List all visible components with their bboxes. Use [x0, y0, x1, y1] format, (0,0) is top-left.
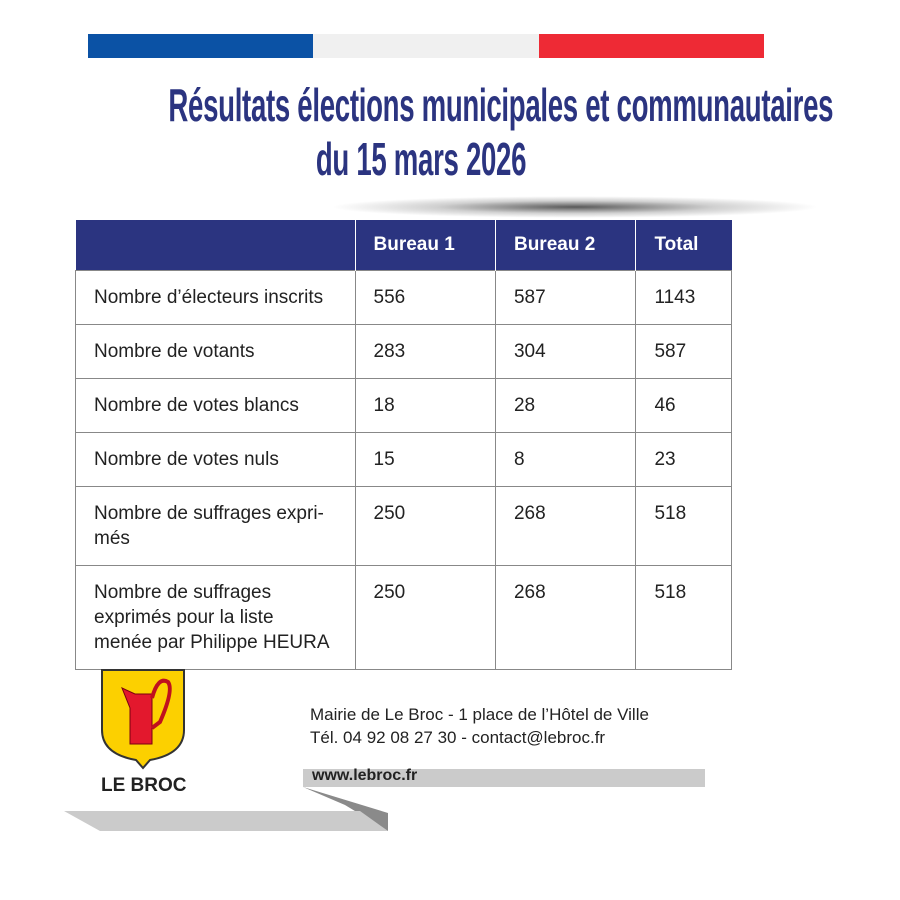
column-header: Bureau 1 [354, 220, 496, 271]
flag-white [313, 34, 539, 58]
table-row: Nombre de votes blancs 18 28 46 [75, 378, 732, 433]
row-label: Nombre de votes blancs [75, 378, 356, 433]
cell-value: 268 [494, 486, 637, 566]
cell-value: 23 [635, 432, 732, 487]
column-header: Total [635, 220, 732, 271]
row-label: Nombre d’électeurs inscrits [75, 270, 356, 325]
decorative-ribbon [64, 787, 388, 831]
cell-value: 587 [494, 270, 637, 325]
table-row: Nombre de suffrages exprimés pour la lis… [75, 565, 732, 670]
cell-value: 8 [494, 432, 637, 487]
tricolor-banner [88, 34, 764, 58]
table-row: Nombre de votes nuls 15 8 23 [75, 432, 732, 487]
cell-value: 556 [354, 270, 496, 325]
flag-red [538, 34, 764, 58]
flag-blue [88, 34, 314, 58]
cell-value: 268 [494, 565, 637, 670]
cell-value: 304 [494, 324, 637, 379]
cell-value: 28 [494, 378, 637, 433]
cell-value: 1143 [635, 270, 732, 325]
table-row: Nombre de suffrages expri- més 250 268 518 [75, 486, 732, 566]
row-label: Nombre de votes nuls [75, 432, 356, 487]
decorative-shadow [330, 196, 820, 218]
town-name: LE BROC [101, 775, 187, 796]
cell-value: 518 [635, 565, 732, 670]
website-link[interactable]: www.lebroc.fr [312, 767, 418, 784]
cell-value: 18 [354, 378, 496, 433]
contact: Tél. 04 92 08 27 30 - contact@lebroc.fr [310, 728, 606, 747]
row-label: Nombre de suffrages exprimés pour la lis… [75, 565, 356, 670]
website-bar [303, 769, 705, 787]
page-title: Résultats élections municipales et commu… [168, 79, 834, 131]
row-label: Nombre de suffrages expri- més [75, 486, 356, 566]
address: Mairie de Le Broc - 1 place de l’Hôtel d… [310, 705, 649, 724]
results-table: Bureau 1 Bureau 2 Total Nombre d’électeurs… [75, 220, 732, 670]
column-header: Bureau 2 [494, 220, 636, 271]
cell-value: 587 [635, 324, 732, 379]
cell-value: 46 [635, 378, 732, 433]
column-header [75, 220, 355, 271]
cell-value: 15 [354, 432, 496, 487]
table-row: Nombre d’électeurs inscrits 556 587 1143 [75, 270, 732, 325]
cell-value: 250 [354, 565, 496, 670]
cell-value: 518 [635, 486, 732, 566]
row-label: Nombre de votants [75, 324, 356, 379]
cell-value: 250 [354, 486, 496, 566]
table-row: Nombre de votants 283 304 587 [75, 324, 732, 379]
cell-value: 283 [354, 324, 496, 379]
coat-of-arms-logo [101, 669, 185, 770]
page-subtitle: du 15 mars 2026 [315, 133, 527, 185]
